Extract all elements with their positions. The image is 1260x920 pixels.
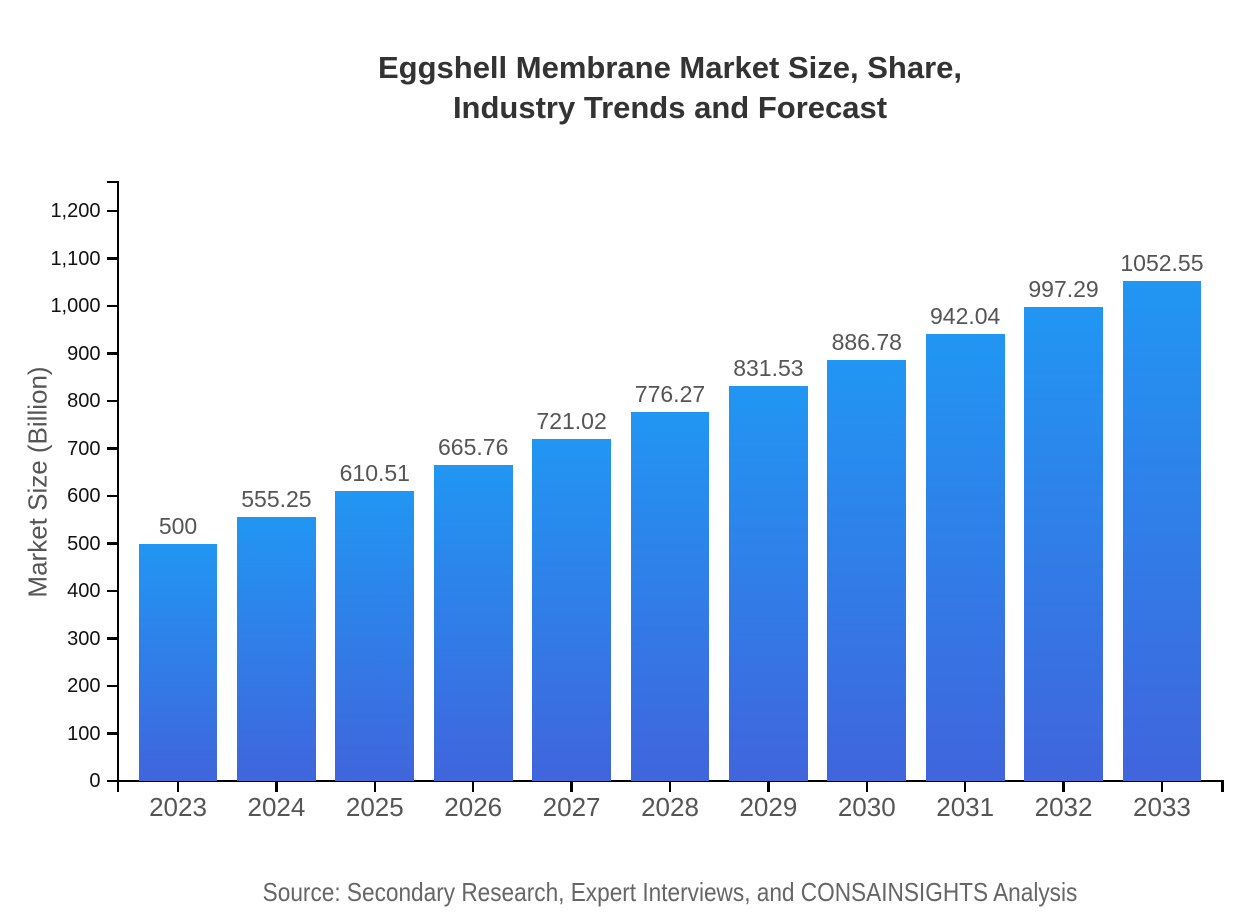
bar-2024[interactable] [237, 517, 316, 781]
x-axis-tick [176, 781, 180, 792]
bar-2028[interactable] [630, 412, 710, 781]
y-axis-tick [106, 352, 117, 355]
x-axis-tick [668, 781, 672, 792]
source-caption: Source: Secondary Research, Expert Inter… [202, 876, 1138, 908]
bar-value-label: 831.53 [733, 355, 804, 382]
x-axis-tick-label: 2025 [345, 792, 404, 822]
y-axis-tick-label: 1,000 [50, 295, 101, 317]
y-axis-tick [106, 637, 117, 640]
y-axis-tick [106, 542, 117, 545]
x-axis-left-cap [116, 781, 119, 792]
bar-value-label: 1052.55 [1120, 250, 1204, 277]
x-axis-tick [570, 781, 573, 792]
y-axis-tick [106, 209, 117, 213]
bar-value-label: 997.29 [1028, 276, 1099, 303]
y-axis-tick-label: 500 [67, 532, 101, 555]
x-axis-tick [1062, 781, 1065, 792]
bar-value-label: 665.76 [438, 433, 509, 460]
y-axis-tick-label: 0 [89, 770, 101, 792]
y-axis-tick [106, 732, 117, 735]
x-axis-tick [865, 781, 869, 792]
y-axis-tick-label: 700 [67, 437, 101, 460]
y-axis-tick [106, 399, 117, 403]
bar-value-label: 942.04 [929, 302, 1001, 329]
bar-value-label: 555.25 [241, 486, 312, 513]
bar-2031[interactable] [925, 333, 1005, 781]
y-axis-tick-label: 400 [67, 580, 101, 602]
bar-2030[interactable] [827, 359, 907, 781]
y-axis-tick-label: 1,200 [50, 200, 101, 222]
x-axis-tick [275, 781, 278, 792]
x-axis-tick-label: 2027 [542, 792, 601, 822]
y-axis-tick [106, 257, 117, 260]
y-axis-line [116, 180, 119, 783]
y-axis-top-cap [106, 180, 117, 184]
bar-value-label: 886.78 [831, 328, 902, 355]
bar-value-label: 610.51 [339, 460, 410, 486]
y-axis-tick [106, 589, 117, 593]
y-axis-tick-label: 1,100 [50, 247, 101, 270]
x-axis-tick-label: 2023 [149, 792, 207, 822]
y-axis-tick-label: 200 [67, 675, 101, 697]
x-axis-tick-label: 2026 [444, 792, 503, 822]
y-axis-tick-label: 300 [67, 627, 101, 650]
y-axis-tick [106, 779, 117, 783]
x-axis-tick-label: 2031 [936, 792, 995, 822]
y-axis-tick [106, 684, 117, 688]
bar-2027[interactable] [532, 438, 611, 781]
x-axis-tick-label: 2032 [1034, 792, 1093, 822]
bar-2023[interactable] [138, 543, 218, 781]
bar-value-label: 776.27 [634, 381, 706, 408]
bar-2025[interactable] [335, 491, 415, 781]
x-axis-tick-label: 2033 [1133, 792, 1191, 822]
bar-value-label: 500 [158, 512, 198, 539]
y-axis-tick-label: 600 [67, 485, 101, 507]
y-axis-tick [106, 304, 117, 308]
x-axis-tick [767, 781, 770, 792]
x-axis-tick [963, 781, 967, 792]
y-axis-tick-label: 900 [67, 342, 101, 365]
chart-title: Eggshell Membrane Market Size, Share, In… [377, 50, 963, 125]
x-axis-tick [1160, 781, 1164, 792]
bar-2026[interactable] [433, 464, 513, 781]
y-axis-tick-label: 100 [67, 722, 101, 745]
y-axis-tick [106, 447, 117, 450]
y-axis-tick [106, 494, 117, 498]
bar-2032[interactable] [1024, 307, 1103, 781]
x-axis-tick-label: 2029 [739, 792, 798, 822]
x-axis-tick-label: 2028 [641, 792, 699, 822]
x-axis-tick-label: 2024 [247, 792, 306, 822]
x-axis-right-cap [1221, 781, 1224, 792]
source-caption-text: Source: Secondary Research, Expert Inter… [262, 877, 1078, 907]
bar-2033[interactable] [1122, 281, 1202, 781]
x-axis-tick [373, 781, 377, 792]
bar-2029[interactable] [729, 386, 808, 781]
x-axis-tick [471, 781, 475, 792]
x-axis-tick-label: 2030 [837, 792, 896, 822]
bar-value-label: 721.02 [536, 407, 607, 434]
y-axis-tick-label: 800 [67, 390, 101, 412]
